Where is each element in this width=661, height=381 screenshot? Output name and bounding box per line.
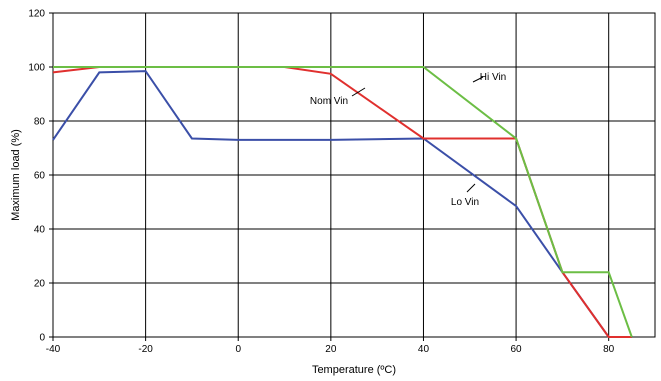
label-leader-nom-vin [351,87,366,97]
x-tick-label: 80 [603,344,615,355]
x-tick-label: -20 [138,344,153,355]
series-label-hi-vin: Hi Vin [480,72,507,83]
series-line-lo-vin [52,70,632,338]
y-tick-label: 0 [39,333,45,344]
y-tick-label: 80 [34,117,46,128]
series-labels: Hi Vin Nom Vin Lo Vin [310,72,506,208]
y-tick-label: 100 [28,63,45,74]
series-label-nom-vin: Nom Vin [310,96,348,107]
label-leader-hi-vin [472,76,484,83]
grid [53,13,655,337]
x-tick-label: 60 [511,344,523,355]
label-leader-lo-vin [466,183,476,193]
series-label-lo-vin: Lo Vin [451,197,479,208]
y-tick-label: 20 [34,279,46,290]
x-tick-label: 20 [325,344,337,355]
axis-ticks: -40 -20 0 20 40 60 80 0 20 40 60 80 100 120 [28,9,614,356]
x-axis-title: Temperature (ºC) [312,364,396,376]
series-lines [52,66,633,338]
x-tick-label: 0 [235,344,241,355]
y-axis-title: Maximum load (%) [10,129,22,221]
series-line-hi-vin [53,66,633,338]
x-tick-label: -40 [46,344,61,355]
x-tick-label: 40 [418,344,430,355]
series-line-nom-vin [52,66,632,338]
y-tick-label: 60 [34,171,46,182]
y-tick-label: 120 [28,9,45,20]
y-tick-label: 40 [34,225,46,236]
